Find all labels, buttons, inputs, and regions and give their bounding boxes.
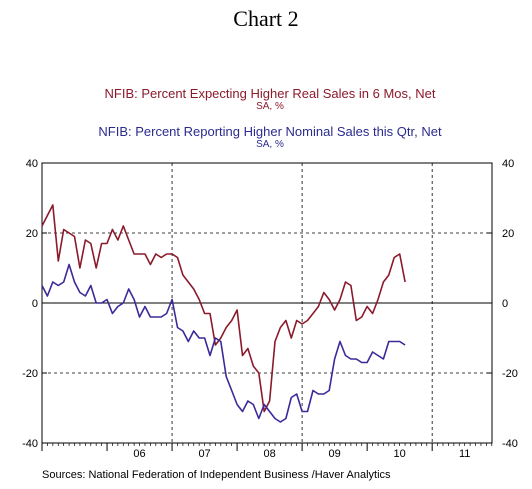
y-tick-label-left: 0 xyxy=(32,298,38,310)
y-tick-label-right: 40 xyxy=(502,158,514,170)
legend-nominal-sales-name: NFIB: Percent Reporting Higher Nominal S… xyxy=(98,124,442,139)
x-tick-label: 07 xyxy=(198,448,210,460)
x-tick-label: 08 xyxy=(263,448,275,460)
y-tick-label-left: -40 xyxy=(22,438,38,450)
x-tick-label: 06 xyxy=(133,448,145,460)
chart-title: Chart 2 xyxy=(233,6,299,31)
x-tick-label: 09 xyxy=(329,448,341,460)
legend-real-sales-name: NFIB: Percent Expecting Higher Real Sale… xyxy=(104,86,436,101)
series-line-real-sales xyxy=(41,204,406,413)
series-line-nominal-sales xyxy=(41,263,406,423)
y-tick-label-left: 40 xyxy=(26,158,38,170)
legend-nominal-sales-units: SA, % xyxy=(256,139,284,150)
y-tick-label-right: -40 xyxy=(502,438,518,450)
y-tick-label-right: -20 xyxy=(502,368,518,380)
source-note: Sources: National Federation of Independ… xyxy=(42,469,391,481)
y-tick-label-right: 0 xyxy=(502,298,508,310)
x-tick-label: 11 xyxy=(459,448,470,460)
y-tick-label-left: 20 xyxy=(26,228,38,240)
legend-real-sales-units: SA, % xyxy=(256,101,284,112)
y-tick-label-right: 20 xyxy=(502,228,514,240)
y-tick-label-left: -20 xyxy=(22,368,38,380)
x-tick-label: 10 xyxy=(394,448,406,460)
